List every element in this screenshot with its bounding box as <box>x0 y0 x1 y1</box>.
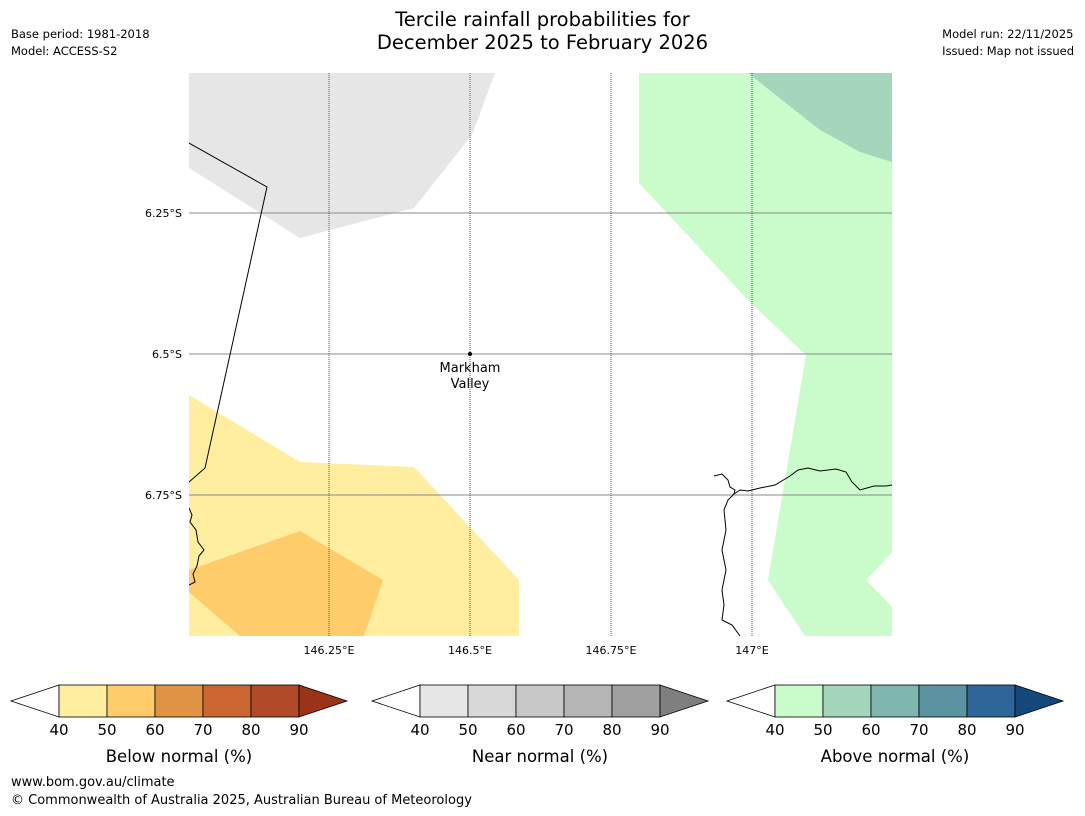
title-line-2: December 2025 to February 2026 <box>376 31 709 54</box>
colorbar-above-segment-80 <box>966 684 1016 718</box>
colorbar-below-segment-50 <box>106 684 156 718</box>
colorbar-above-title: Above normal (%) <box>821 747 970 766</box>
colorbar-near-over-triangle <box>659 684 710 718</box>
colorbar-near-tick-80: 80 <box>602 721 621 739</box>
meta-left: Base period: 1981-2018 Model: ACCESS-S2 <box>11 26 150 60</box>
colorbar-above-segment-70 <box>918 684 968 718</box>
lon-label-146.75: 146.75°E <box>586 644 637 657</box>
province-boundary <box>189 142 268 483</box>
colorbar-below-tick-90: 90 <box>289 721 308 739</box>
markham-valley-marker <box>468 352 472 356</box>
colorbar-below-segment-80 <box>250 684 300 718</box>
colorbar-below-tick-50: 50 <box>97 721 116 739</box>
colorbar-above-segment-40 <box>774 684 824 718</box>
lon-label-147: 147°E <box>735 644 768 657</box>
meta-right: Model run: 22/11/2025 Issued: Map not is… <box>942 26 1074 60</box>
lat-label-6.25: 6.25°S <box>145 207 182 220</box>
colorbar-near-tick-60: 60 <box>506 721 525 739</box>
lon-label-146.25: 146.25°E <box>304 644 355 657</box>
colorbar-near-segment-60 <box>515 684 565 718</box>
lat-label-6.75: 6.75°S <box>145 489 182 502</box>
colorbar-near-tick-90: 90 <box>650 721 669 739</box>
colorbar-above-normal: 40 50 60 70 80 90 Above normal (%) <box>725 684 1065 766</box>
colorbar-near-segment-40 <box>419 684 469 718</box>
colorbar-above-under-triangle <box>725 684 776 718</box>
colorbar-above-tick-60: 60 <box>861 721 880 739</box>
place-label-line-2: Valley <box>451 377 490 392</box>
base-period: Base period: 1981-2018 <box>11 27 150 41</box>
colorbar-above-tick-80: 80 <box>957 721 976 739</box>
colorbar-above-over-triangle <box>1014 684 1065 718</box>
colorbar-below-segment-70 <box>202 684 252 718</box>
footer-copyright: © Commonwealth of Australia 2025, Austra… <box>11 793 472 808</box>
colorbar-below-segment-60 <box>154 684 204 718</box>
place-label-line-1: Markham <box>440 361 501 376</box>
lon-label-146.5: 146.5°E <box>448 644 492 657</box>
colorbar-below-tick-80: 80 <box>241 721 260 739</box>
coastline-east <box>713 467 892 636</box>
colorbar-above-tick-70: 70 <box>909 721 928 739</box>
colorbar-below-tick-70: 70 <box>193 721 212 739</box>
colorbar-near-tick-70: 70 <box>554 721 573 739</box>
footer-url: www.bom.gov.au/climate <box>11 775 175 790</box>
colorbar-below-title: Below normal (%) <box>106 747 253 766</box>
footer: www.bom.gov.au/climate © Commonwealth of… <box>11 774 472 810</box>
colorbar-near-segment-50 <box>467 684 517 718</box>
issue-status: Issued: Map not issued <box>942 44 1074 58</box>
colorbar-near-under-triangle <box>370 684 421 718</box>
colorbar-above-tick-50: 50 <box>813 721 832 739</box>
colorbar-below-tick-40: 40 <box>49 721 68 739</box>
colorbar-above-tick-90: 90 <box>1005 721 1024 739</box>
map-panel <box>189 73 892 636</box>
colorbar-near-normal: 40 50 60 70 80 90 Near normal (%) <box>370 684 710 766</box>
colorbar-below-normal: 40 50 60 70 80 90 Below normal (%) <box>9 684 349 766</box>
below-normal-50-60-shading <box>189 531 383 636</box>
colorbar-above-tick-40: 40 <box>765 721 784 739</box>
colorbar-above-segment-60 <box>870 684 920 718</box>
colorbar-below-segment-40 <box>58 684 108 718</box>
colorbar-below-tick-60: 60 <box>145 721 164 739</box>
coastline-west <box>189 507 205 586</box>
colorbar-near-segment-70 <box>563 684 613 718</box>
title-line-1: Tercile rainfall probabilities for <box>395 8 690 31</box>
model-run: Model run: 22/11/2025 <box>942 27 1074 41</box>
model-name: Model: ACCESS-S2 <box>11 44 118 58</box>
colorbar-above-segment-50 <box>822 684 872 718</box>
lat-label-6.5: 6.5°S <box>152 348 182 361</box>
near-normal-shading <box>189 73 495 238</box>
colorbar-near-tick-40: 40 <box>410 721 429 739</box>
map-title: Tercile rainfall probabilities for Decem… <box>0 8 1085 54</box>
colorbar-near-title: Near normal (%) <box>472 747 608 766</box>
colorbar-below-under-triangle <box>9 684 60 718</box>
colorbar-below-over-triangle <box>298 684 349 718</box>
above-normal-50-60-shading <box>748 73 892 162</box>
colorbar-near-tick-50: 50 <box>458 721 477 739</box>
colorbar-near-segment-80 <box>611 684 661 718</box>
